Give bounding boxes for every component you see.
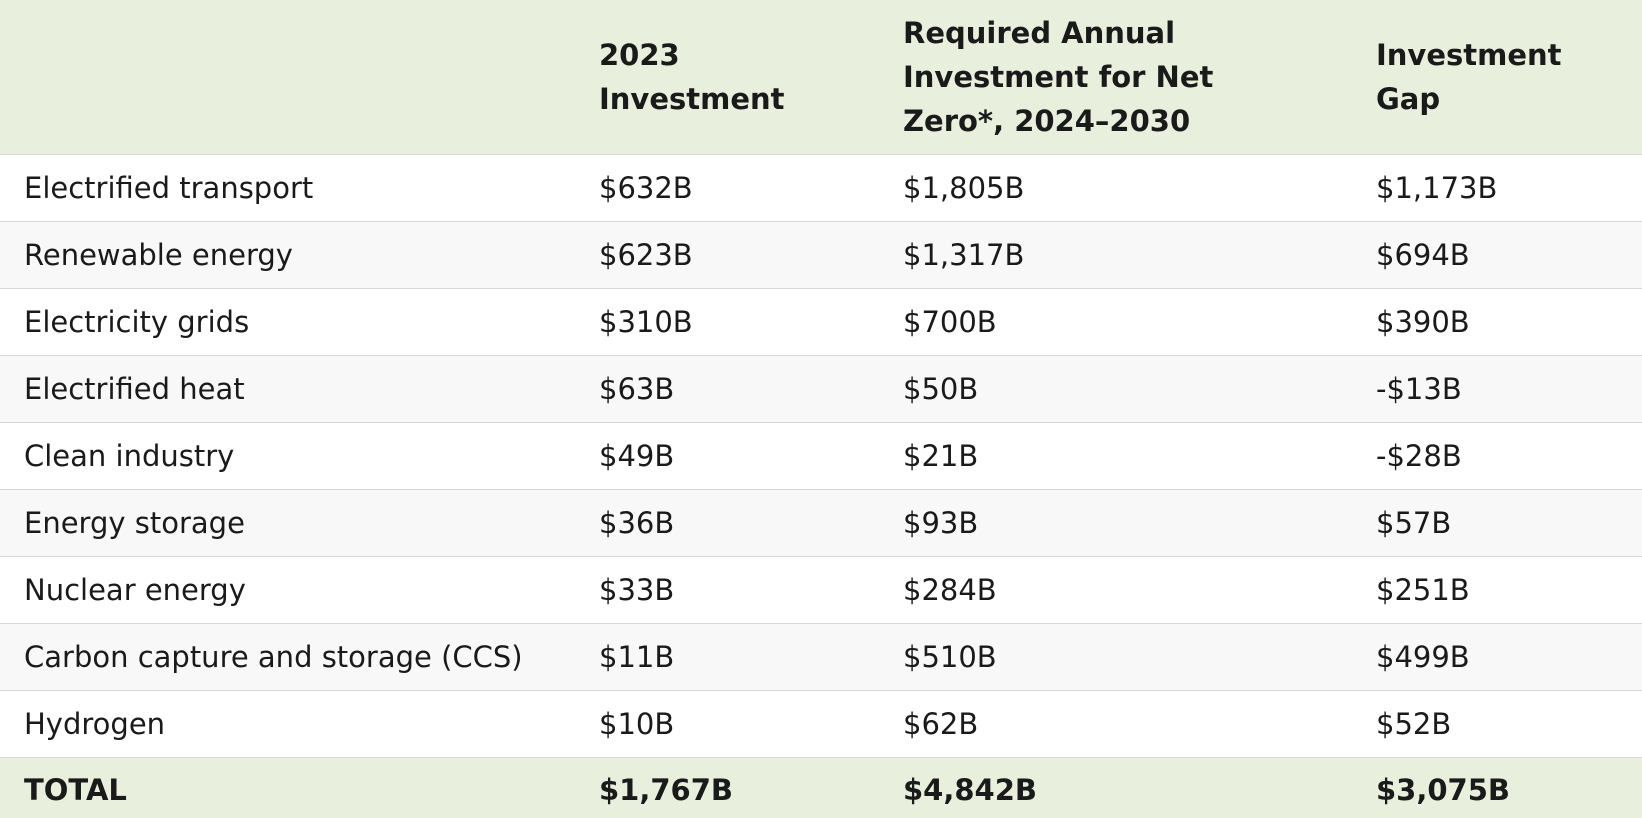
cell-2023-investment: $310B	[599, 304, 693, 339]
table-row: Electricity grids $310B $700B $390B	[0, 288, 1642, 355]
cell-required-annual: $284B	[903, 572, 997, 607]
header-investment-gap: Investment Gap	[1376, 37, 1562, 116]
cell-required-annual: $93B	[903, 505, 979, 540]
cell-gap: -$28B	[1376, 438, 1462, 473]
header-required-annual-investment: Required Annual Investment for Net Zero*…	[903, 15, 1214, 138]
cell-2023-investment: $632B	[599, 170, 693, 205]
cell-required-annual: $21B	[903, 438, 979, 473]
cell-gap: $390B	[1376, 304, 1470, 339]
cell-sector: Electrified transport	[24, 170, 314, 205]
total-label: TOTAL	[24, 773, 127, 808]
cell-2023-investment: $36B	[599, 505, 675, 540]
cell-2023-investment: $10B	[599, 706, 675, 741]
table-row: Energy storage $36B $93B $57B	[0, 489, 1642, 556]
cell-2023-investment: $11B	[599, 639, 675, 674]
cell-sector: Hydrogen	[24, 706, 166, 741]
cell-sector: Clean industry	[24, 438, 235, 473]
total-required-annual: $4,842B	[903, 773, 1038, 808]
cell-required-annual: $50B	[903, 371, 979, 406]
total-gap: $3,075B	[1376, 773, 1511, 808]
cell-2023-investment: $49B	[599, 438, 675, 473]
cell-required-annual: $700B	[903, 304, 997, 339]
cell-required-annual: $1,805B	[903, 170, 1025, 205]
table-header: 2023 Investment Required Annual Investme…	[0, 0, 1642, 154]
cell-required-annual: $62B	[903, 706, 979, 741]
cell-2023-investment: $623B	[599, 237, 693, 272]
cell-gap: -$13B	[1376, 371, 1462, 406]
cell-2023-investment: $63B	[599, 371, 675, 406]
cell-sector: Nuclear energy	[24, 572, 246, 607]
header-row: 2023 Investment Required Annual Investme…	[0, 0, 1642, 154]
table-footer: TOTAL $1,767B $4,842B $3,075B	[0, 757, 1642, 818]
header-2023-investment: 2023 Investment	[599, 37, 785, 116]
cell-sector: Renewable energy	[24, 237, 293, 272]
cell-sector: Energy storage	[24, 505, 245, 540]
cell-required-annual: $510B	[903, 639, 997, 674]
total-2023-investment: $1,767B	[599, 773, 734, 808]
table-row: Electrified heat $63B $50B -$13B	[0, 355, 1642, 422]
table-row: Renewable energy $623B $1,317B $694B	[0, 221, 1642, 288]
cell-2023-investment: $33B	[599, 572, 675, 607]
cell-required-annual: $1,317B	[903, 237, 1025, 272]
table-row: Carbon capture and storage (CCS) $11B $5…	[0, 623, 1642, 690]
table-row: Electrified transport $632B $1,805B $1,1…	[0, 154, 1642, 221]
cell-gap: $694B	[1376, 237, 1470, 272]
cell-gap: $1,173B	[1376, 170, 1498, 205]
table-row: Hydrogen $10B $62B $52B	[0, 690, 1642, 757]
header-sector	[0, 0, 575, 154]
cell-sector: Carbon capture and storage (CCS)	[24, 639, 523, 674]
cell-gap: $52B	[1376, 706, 1452, 741]
cell-gap: $251B	[1376, 572, 1470, 607]
cell-gap: $499B	[1376, 639, 1470, 674]
table-row: Nuclear energy $33B $284B $251B	[0, 556, 1642, 623]
cell-sector: Electricity grids	[24, 304, 250, 339]
table-row: Clean industry $49B $21B -$28B	[0, 422, 1642, 489]
cell-sector: Electrified heat	[24, 371, 245, 406]
table-body: Electrified transport $632B $1,805B $1,1…	[0, 154, 1642, 757]
cell-gap: $57B	[1376, 505, 1452, 540]
total-row: TOTAL $1,767B $4,842B $3,075B	[0, 757, 1642, 818]
